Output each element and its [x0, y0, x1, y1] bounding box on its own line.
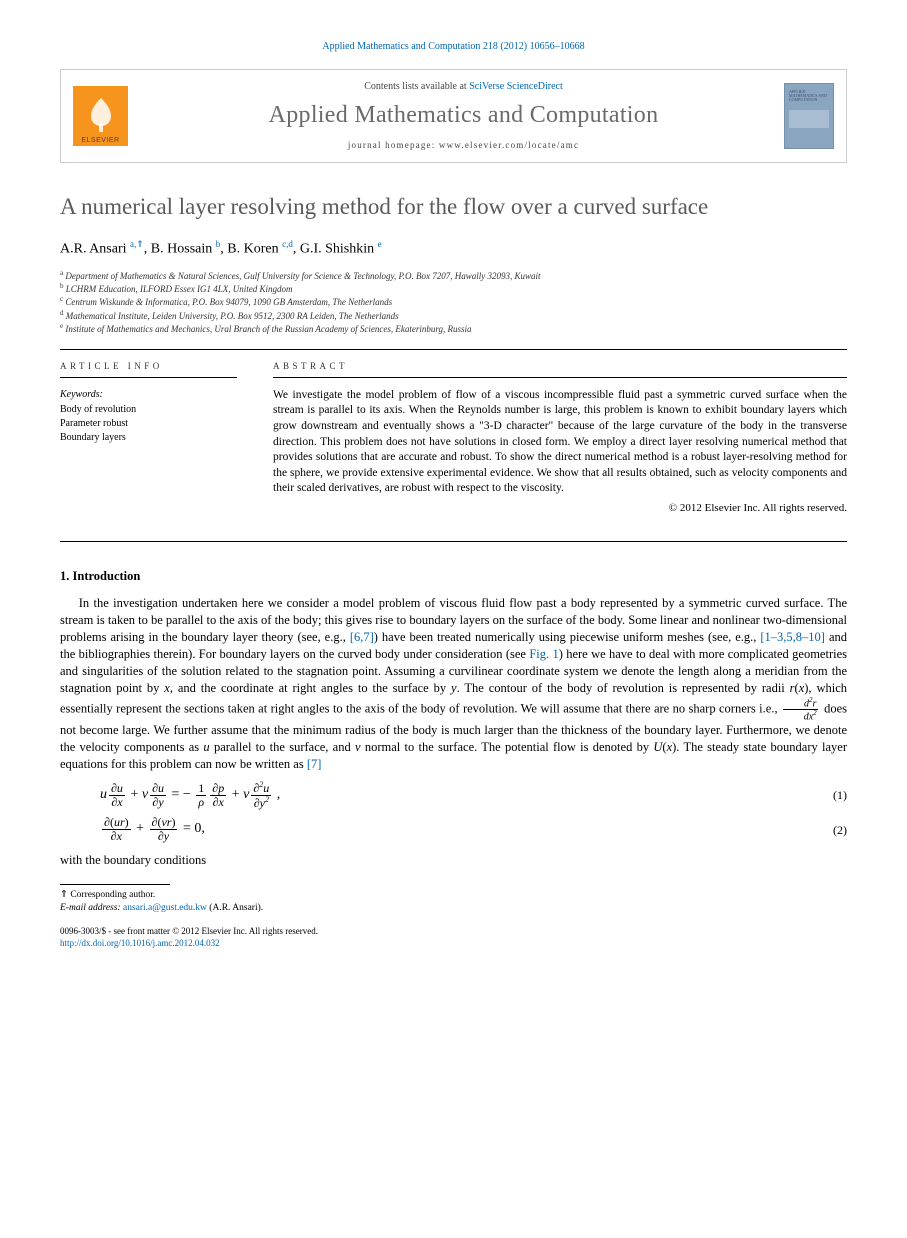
- abstract-text: We investigate the model problem of flow…: [273, 388, 847, 497]
- section-1-heading: 1. Introduction: [60, 568, 847, 585]
- affiliation-line: b LCHRM Education, ILFORD Essex IG1 4LX,…: [60, 282, 847, 295]
- article-info-heading: ARTICLE INFO: [60, 360, 237, 378]
- sciencedirect-link[interactable]: SciVerse ScienceDirect: [469, 81, 563, 92]
- contents-box: ELSEVIER Contents lists available at Sci…: [60, 69, 847, 163]
- email-label: E-mail address:: [60, 903, 121, 913]
- affiliations: a Department of Mathematics & Natural Sc…: [60, 269, 847, 335]
- article-info-col: ARTICLE INFO Keywords: Body of revolutio…: [60, 350, 255, 516]
- contents-center: Contents lists available at SciVerse Sci…: [143, 80, 784, 152]
- abstract-col: ABSTRACT We investigate the model proble…: [255, 350, 847, 516]
- keyword-item: Parameter robust: [60, 417, 237, 431]
- abstract-copyright: © 2012 Elsevier Inc. All rights reserved…: [273, 501, 847, 516]
- doi-link[interactable]: http://dx.doi.org/10.1016/j.amc.2012.04.…: [60, 938, 220, 948]
- keywords-list: Body of revolutionParameter robustBounda…: [60, 403, 237, 445]
- elsevier-logo: ELSEVIER: [73, 86, 128, 146]
- author-list: A.R. Ansari a,⇑, B. Hossain b, B. Koren …: [60, 238, 847, 260]
- bottom-info: 0096-3003/$ - see front matter © 2012 El…: [60, 926, 847, 949]
- citation-link[interactable]: Applied Mathematics and Computation 218 …: [322, 41, 584, 52]
- keyword-item: Body of revolution: [60, 403, 237, 417]
- paper-title: A numerical layer resolving method for t…: [60, 191, 847, 222]
- eq-2-number: (2): [833, 822, 847, 838]
- ref-link[interactable]: [6,7]: [350, 630, 374, 644]
- cover-mini-title: APPLIED MATHEMATICS AND COMPUTATION: [789, 90, 829, 103]
- equation-1: u∂u∂x + v∂u∂y = − 1ρ ∂p∂x + ν∂2u∂y2 , (1…: [100, 781, 847, 810]
- ref-link[interactable]: [7]: [307, 757, 322, 771]
- journal-cover-thumb: APPLIED MATHEMATICS AND COMPUTATION: [784, 83, 834, 149]
- corresponding-author-note: ⇑ Corresponding author.: [60, 889, 847, 901]
- journal-name: Applied Mathematics and Computation: [143, 99, 784, 131]
- contents-prefix: Contents lists available at: [364, 81, 469, 92]
- contents-available-line: Contents lists available at SciVerse Sci…: [143, 80, 784, 94]
- intro-paragraph: In the investigation undertaken here we …: [60, 595, 847, 773]
- after-equations-text: with the boundary conditions: [60, 852, 847, 869]
- footnote-rule: [60, 884, 170, 885]
- eq-1-number: (1): [833, 787, 847, 803]
- affiliation-line: a Department of Mathematics & Natural Sc…: [60, 269, 847, 282]
- keyword-item: Boundary layers: [60, 431, 237, 445]
- email-link[interactable]: ansari.a@gust.edu.kw: [123, 903, 207, 913]
- info-abstract-row: ARTICLE INFO Keywords: Body of revolutio…: [60, 350, 847, 516]
- affiliation-line: e Institute of Mathematics and Mechanics…: [60, 322, 847, 335]
- affiliation-line: d Mathematical Institute, Leiden Univers…: [60, 309, 847, 322]
- equation-block: u∂u∂x + v∂u∂y = − 1ρ ∂p∂x + ν∂2u∂y2 , (1…: [100, 781, 847, 844]
- email-author: (A.R. Ansari).: [209, 903, 263, 913]
- front-matter-line: 0096-3003/$ - see front matter © 2012 El…: [60, 926, 847, 938]
- keywords-label: Keywords:: [60, 388, 237, 402]
- equation-2: ∂(ur)∂x + ∂(vr)∂y = 0, (2): [100, 816, 847, 843]
- divider: [60, 541, 847, 542]
- ref-link[interactable]: [1–3,5,8–10]: [760, 630, 825, 644]
- header-citation: Applied Mathematics and Computation 218 …: [60, 40, 847, 54]
- elsevier-label: ELSEVIER: [81, 136, 119, 145]
- elsevier-tree-icon: [77, 94, 125, 134]
- abstract-heading: ABSTRACT: [273, 360, 847, 378]
- affiliation-line: c Centrum Wiskunde & Informatica, P.O. B…: [60, 295, 847, 308]
- journal-homepage: journal homepage: www.elsevier.com/locat…: [143, 139, 784, 151]
- email-footnote: E-mail address: ansari.a@gust.edu.kw (A.…: [60, 902, 847, 914]
- figure-link[interactable]: Fig. 1: [529, 647, 558, 661]
